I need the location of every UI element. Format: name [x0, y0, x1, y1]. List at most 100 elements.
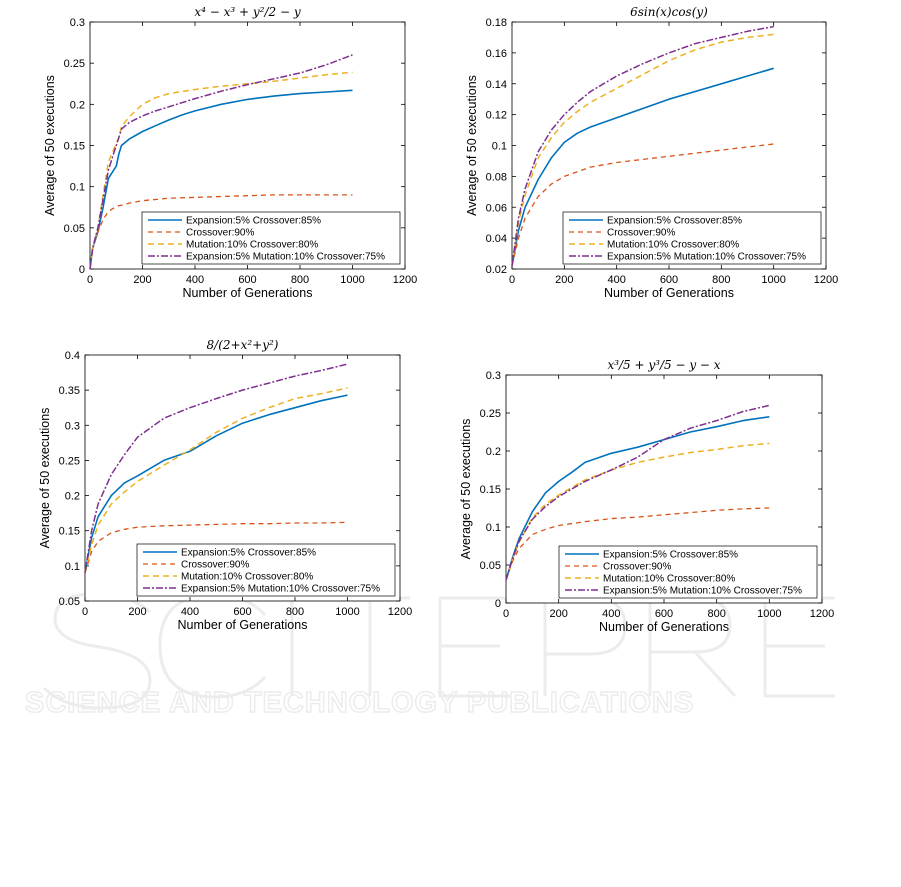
chart-4-xtick-label: 0 — [503, 608, 509, 620]
chart-2-ytick-label: 0.04 — [486, 233, 507, 245]
chart-3-legend-box — [136, 543, 396, 597]
chart-2-ytick-label: 0.06 — [486, 202, 507, 214]
chart-4-legend-box — [558, 545, 818, 599]
chart-1-ytick-label: 0.2 — [70, 99, 85, 111]
chart-1-xtick-label: 400 — [186, 274, 204, 286]
chart-4-title: x³/5 + y³/5 − y − x — [607, 358, 720, 372]
chart-1-xtick-label: 800 — [291, 274, 309, 286]
chart-1-xtick-label: 200 — [133, 274, 151, 286]
chart-4-legend-label-3: Mutation:10% Crossover:80% — [603, 574, 735, 585]
chart-4-legend-label-2: Crossover:90% — [603, 562, 671, 573]
chart-2-ytick-label: 0.1 — [492, 141, 507, 153]
chart-4-series-2-line — [505, 507, 770, 581]
chart-1-legend-label-4: Expansion:5% Mutation:10% Crossover:75% — [186, 252, 385, 263]
chart-2-xlabel: Number of Generations — [604, 286, 734, 300]
chart-3-ytick-label: 0.1 — [65, 561, 80, 573]
chart-2-xtick-label: 800 — [712, 274, 730, 286]
chart-2-series-3-line — [511, 33, 774, 267]
chart-panel-1: 0 200 400 600 800 1000 1200 0 0.05 0.1 0.15 0.2 0.25… — [0, 0, 450, 305]
chart-2-legend-label-2: Crossover:90% — [607, 228, 675, 239]
chart-4-xlabel: Number of Generations — [599, 620, 729, 634]
chart-1-ylabel: Average of 50 executions — [43, 75, 57, 216]
chart-2-xtick-label: 1000 — [761, 274, 785, 286]
chart-2-legend: Expansion:5% Crossover:85%Crossover:90%M… — [562, 211, 822, 265]
chart-3-series-2-line — [84, 521, 348, 574]
chart-1-series-2-line — [89, 194, 353, 270]
chart-4-xtick-label: 800 — [707, 608, 725, 620]
chart-2-series-4-line — [511, 25, 774, 267]
chart-1-ytick-label: 0.15 — [64, 141, 85, 153]
svg-text:SCIENCE AND TECHNOLOGY PUBLICA: SCIENCE AND TECHNOLOGY PUBLICATIONS — [25, 687, 694, 719]
chart-1-xtick-label: 0 — [87, 274, 93, 286]
chart-1-ytick-label: 0.3 — [70, 17, 85, 29]
chart-4-series-4-line — [505, 404, 770, 581]
chart-3-ytick-label: 0.35 — [59, 385, 80, 397]
chart-4-ytick-label: 0.2 — [486, 446, 501, 458]
chart-1-ytick-label: 0.25 — [64, 58, 85, 70]
chart-1-ytick-label: 0.05 — [64, 223, 85, 235]
chart-2-xtick-label: 400 — [607, 274, 625, 286]
chart-3-legend-label-4: Expansion:5% Mutation:10% Crossover:75% — [181, 584, 380, 595]
chart-3-xtick-label: 1200 — [388, 606, 412, 618]
chart-4-ytick-label: 0.1 — [486, 522, 501, 534]
chart-1-legend: Expansion:5% Crossover:85%Crossover:90%M… — [141, 211, 401, 265]
chart-panel-2: 0 200 400 600 800 1000 1200 0.02 0.04 0.06 0.08 0.1… — [420, 0, 890, 305]
chart-4-ytick-label: 0.25 — [480, 408, 501, 420]
chart-2-xtick-label: 1200 — [814, 274, 838, 286]
chart-2-legend-box — [562, 211, 822, 265]
chart-4-ytick-label: 0.15 — [480, 484, 501, 496]
chart-3-legend-label-2: Crossover:90% — [181, 560, 249, 571]
chart-2-svg: 0 200 400 600 800 1000 1200 0.02 0.04 0.06 0.08 0.1… — [465, 5, 838, 300]
chart-2-xtick-label: 0 — [509, 274, 515, 286]
chart-3-xtick-label: 200 — [128, 606, 146, 618]
chart-3-xtick-label: 400 — [181, 606, 199, 618]
chart-2-legend-label-3: Mutation:10% Crossover:80% — [607, 240, 739, 251]
chart-4-ytick-label: 0.3 — [486, 370, 501, 382]
chart-2-ylabel: Average of 50 executions — [465, 75, 479, 216]
chart-1-legend-label-3: Mutation:10% Crossover:80% — [186, 240, 318, 251]
chart-4-legend: Expansion:5% Crossover:85%Crossover:90%M… — [558, 545, 818, 599]
chart-1-title: x⁴ − x³ + y²/2 − y — [194, 5, 300, 19]
chart-3-xtick-label: 800 — [286, 606, 304, 618]
chart-4-xtick-label: 1200 — [810, 608, 834, 620]
chart-2-legend-label-4: Expansion:5% Mutation:10% Crossover:75% — [607, 252, 806, 263]
chart-4-xtick-label: 1000 — [757, 608, 781, 620]
chart-3-xlabel: Number of Generations — [178, 618, 308, 632]
chart-3-title: 8/(2+x²+y²) — [207, 338, 279, 352]
chart-1-ytick-label: 0.1 — [70, 182, 85, 194]
chart-3-legend-label-3: Mutation:10% Crossover:80% — [181, 572, 313, 583]
chart-1-svg: 0 200 400 600 800 1000 1200 0 0.05 0.1 0.15 0.2 0.25… — [43, 5, 417, 300]
chart-3-ytick-label: 0.2 — [65, 491, 80, 503]
chart-2-xtick-label: 600 — [660, 274, 678, 286]
chart-3-xtick-label: 0 — [82, 606, 88, 618]
chart-2-title: 6sin(x)cos(y) — [630, 5, 708, 19]
chart-2-series-1-line — [511, 67, 774, 267]
chart-1-legend-label-1: Expansion:5% Crossover:85% — [186, 216, 321, 227]
chart-3-ytick-label: 0.05 — [59, 596, 80, 608]
chart-3-xtick-label: 600 — [233, 606, 251, 618]
chart-3-legend-label-1: Expansion:5% Crossover:85% — [181, 548, 316, 559]
chart-4-xtick-label: 400 — [602, 608, 620, 620]
chart-2-ytick-label: 0.18 — [486, 17, 507, 29]
chart-2-legend-label-1: Expansion:5% Crossover:85% — [607, 216, 742, 227]
chart-2-ytick-label: 0.14 — [486, 79, 507, 91]
chart-2-ytick-label: 0.16 — [486, 48, 507, 60]
chart-1-legend-label-2: Crossover:90% — [186, 228, 254, 239]
chart-4-ylabel: Average of 50 executions — [459, 419, 473, 560]
chart-2-ytick-label: 0.02 — [486, 264, 507, 276]
chart-1-legend-box — [141, 211, 401, 265]
chart-1-ytick-label: 0 — [79, 264, 85, 276]
chart-3-ytick-label: 0.4 — [65, 350, 80, 362]
chart-4-series-1-line — [505, 416, 770, 581]
chart-1-xtick-label: 1200 — [393, 274, 417, 286]
chart-1-xtick-label: 600 — [238, 274, 256, 286]
chart-2-xtick-label: 200 — [555, 274, 573, 286]
chart-panel-3: 0 200 400 600 800 1000 1200 0.05 0.1 0.15 0.2 0.25 0… — [0, 330, 450, 645]
chart-3-xtick-label: 1000 — [335, 606, 359, 618]
chart-3-series-1-line — [84, 394, 348, 574]
chart-4-xtick-label: 200 — [549, 608, 567, 620]
chart-2-series-2-line — [511, 143, 774, 267]
chart-3-ylabel: Average of 50 executions — [38, 408, 52, 549]
chart-4-legend-label-4: Expansion:5% Mutation:10% Crossover:75% — [603, 586, 802, 597]
chart-4-legend-label-1: Expansion:5% Crossover:85% — [603, 550, 738, 561]
